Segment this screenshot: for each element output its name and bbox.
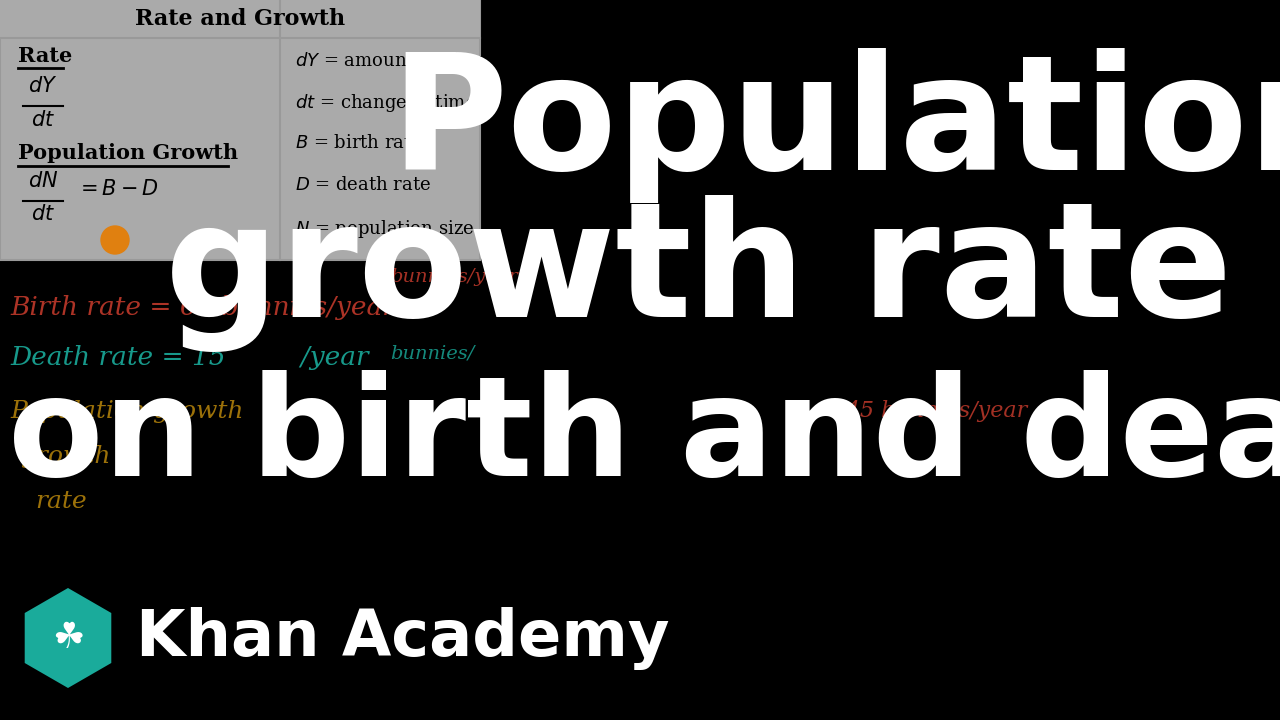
- Text: $dt$ = change in time: $dt$ = change in time: [294, 92, 476, 114]
- Text: $dY$ = amount of change: $dY$ = amount of change: [294, 50, 509, 72]
- Text: ☘: ☘: [51, 621, 84, 655]
- Text: $dN$: $dN$: [28, 171, 58, 191]
- Text: Population Growth: Population Growth: [18, 143, 238, 163]
- Text: Rate and Growth: Rate and Growth: [134, 8, 346, 30]
- Text: bunnies/year: bunnies/year: [390, 268, 518, 286]
- Text: Population growth: Population growth: [10, 400, 243, 423]
- Text: growth rate based: growth rate based: [165, 195, 1280, 352]
- Bar: [0, 0, 480, 260]
- Text: $B$ = birth rate: $B$ = birth rate: [294, 134, 422, 152]
- Bar: [0, 0, 480, 38]
- Text: = 45 bunnies/year: = 45 bunnies/year: [820, 400, 1028, 422]
- Text: growth: growth: [20, 445, 110, 468]
- Text: Khan Academy: Khan Academy: [136, 606, 669, 670]
- Text: $D$ = death rate: $D$ = death rate: [294, 176, 431, 194]
- Text: rate: rate: [35, 490, 87, 513]
- Text: Death rate = 15         /year: Death rate = 15 /year: [10, 345, 369, 370]
- Text: $N$ = population size: $N$ = population size: [294, 218, 475, 240]
- Text: Rate: Rate: [18, 46, 72, 66]
- Circle shape: [101, 226, 129, 254]
- Text: on birth and death rates: on birth and death rates: [8, 370, 1280, 505]
- Text: Population: Population: [390, 48, 1280, 203]
- Text: $dY$: $dY$: [28, 76, 58, 96]
- Text: $dt$: $dt$: [31, 204, 55, 224]
- Text: bunnies/: bunnies/: [390, 345, 475, 363]
- Text: $= B - D$: $= B - D$: [76, 179, 159, 199]
- Text: Birth rate = 60 bunnies/year: Birth rate = 60 bunnies/year: [10, 295, 394, 320]
- Text: $dt$: $dt$: [31, 110, 55, 130]
